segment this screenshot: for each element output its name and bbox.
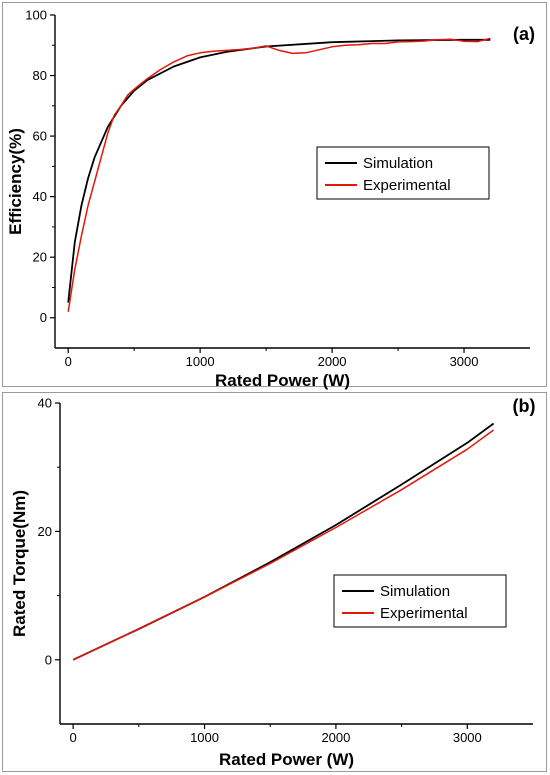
y-tick-label: 60	[33, 129, 47, 144]
panel-label: (a)	[513, 24, 535, 44]
y-tick-label: 0	[40, 310, 47, 325]
torque-chart: 0 1000 2000 3000 0 20 40 Rated Power (W) Rated T…	[10, 396, 536, 770]
x-tick-label: 2000	[321, 730, 350, 745]
legend-box	[333, 574, 507, 628]
x-tick-label: 0	[70, 730, 77, 745]
simulation-series-line	[67, 38, 491, 303]
x-tick-label: 0	[65, 354, 72, 369]
y-tick-label: 100	[25, 8, 47, 23]
experimental-series-line	[67, 37, 491, 312]
x-axis-title: Rated Power (W)	[219, 750, 354, 769]
x-tick-label: 1000	[186, 354, 215, 369]
chart-panel-a: 0 1000 2000 3000 0 20 40 60 80 100 Rated Power (W)…	[2, 2, 547, 391]
x-tick-label: 2000	[318, 354, 347, 369]
panel-label: (b)	[513, 396, 536, 416]
y-tick-label: 80	[33, 68, 47, 83]
legend-label-simulation: Simulation	[363, 155, 433, 172]
experimental-series-line	[72, 429, 495, 661]
chart-panel-b: 0 1000 2000 3000 0 20 40 Rated Power (W) Rated T…	[2, 392, 547, 772]
y-tick-label: 20	[38, 524, 52, 539]
x-axis-title: Rated Power (W)	[215, 371, 350, 390]
legend-label-experimental: Experimental	[380, 605, 468, 622]
legend: Simulation Experimental	[316, 146, 490, 200]
legend: Simulation Experimental	[333, 574, 507, 628]
y-tick-label: 20	[33, 250, 47, 265]
legend-box	[316, 146, 490, 200]
y-tick-label: 40	[38, 396, 52, 411]
x-tick-label: 3000	[453, 730, 482, 745]
y-axis-title: Rated Torque(Nm)	[10, 490, 29, 637]
x-tick-label: 3000	[450, 354, 479, 369]
y-axis-title: Efficiency(%)	[6, 128, 25, 235]
y-tick-label: 40	[33, 189, 47, 204]
x-tick-label: 1000	[190, 730, 219, 745]
efficiency-chart: 0 1000 2000 3000 0 20 40 60 80 100 Rated Power (W)…	[6, 8, 535, 391]
y-tick-label: 0	[45, 652, 52, 667]
legend-label-simulation: Simulation	[380, 583, 450, 600]
legend-label-experimental: Experimental	[363, 177, 451, 194]
